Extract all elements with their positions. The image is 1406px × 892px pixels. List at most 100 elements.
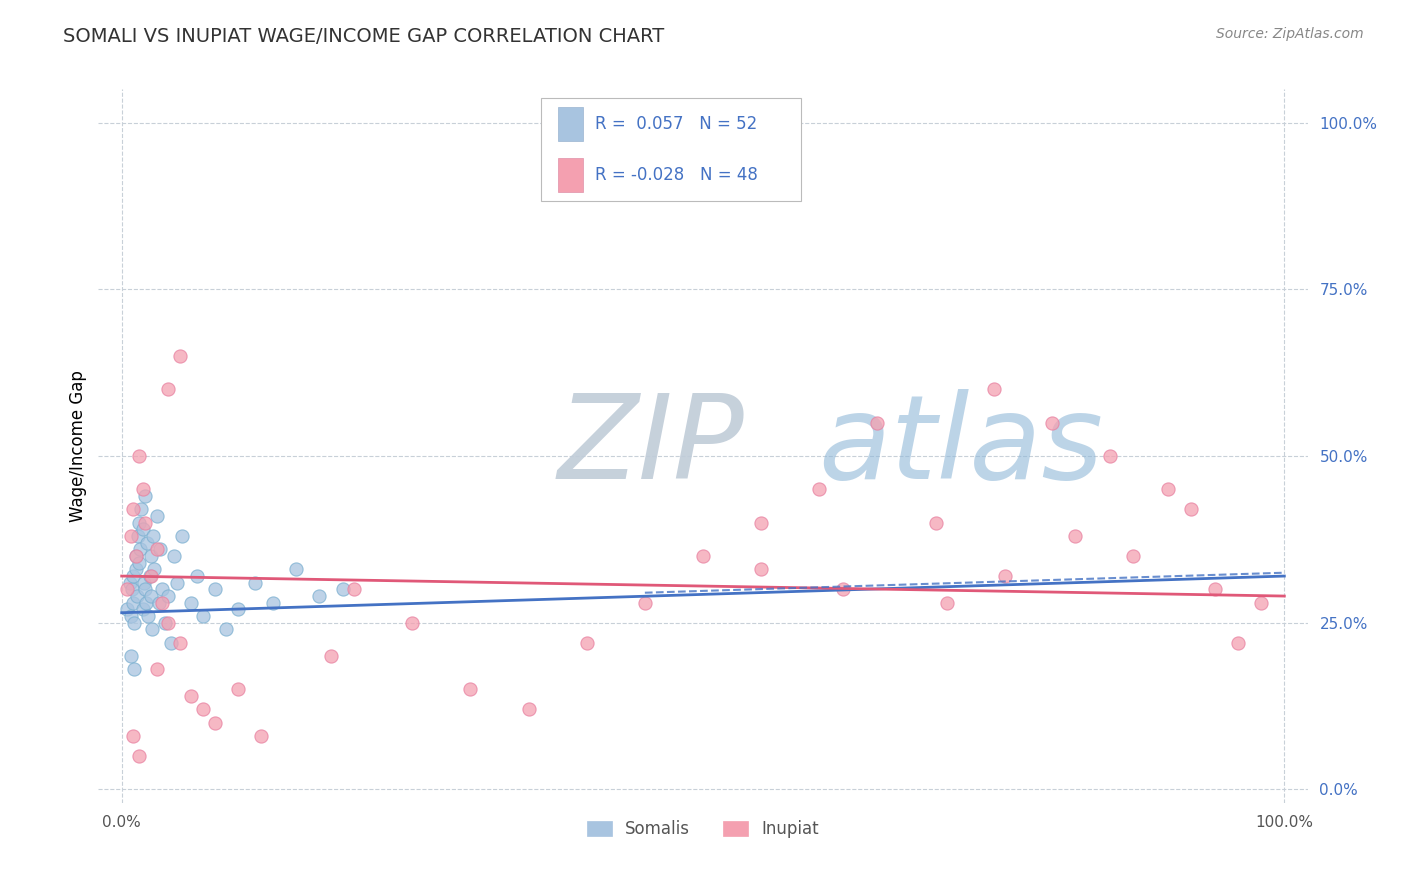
Point (120, 649, 142, 664)
Point (134, 489, 156, 503)
Point (163, 549, 186, 563)
Point (124, 549, 146, 563)
Point (401, 615, 423, 630)
Point (127, 529, 149, 543)
Point (172, 529, 194, 543)
Point (169, 636, 191, 650)
Point (245, 575, 267, 590)
Point (180, 596, 202, 610)
Point (153, 615, 176, 630)
Point (460, 682, 482, 697)
Point (186, 569, 208, 583)
Point (517, 702, 540, 716)
Point (936, 596, 959, 610)
Point (692, 549, 714, 563)
Point (122, 596, 145, 610)
Legend: Somalis, Inupiat: Somalis, Inupiat (581, 814, 825, 845)
Point (866, 416, 889, 430)
Point (150, 596, 173, 610)
Point (204, 582, 226, 597)
Point (124, 662, 146, 676)
Point (139, 569, 162, 583)
Point (191, 609, 214, 624)
Point (749, 516, 772, 530)
Point (122, 569, 145, 583)
Point (117, 602, 139, 616)
Point (215, 623, 238, 637)
Point (157, 615, 180, 630)
Point (204, 715, 226, 730)
Point (138, 609, 160, 624)
Point (145, 509, 167, 524)
Text: R =  0.057   N = 52: R = 0.057 N = 52 (595, 115, 756, 133)
Point (143, 562, 166, 576)
Point (131, 602, 153, 616)
Point (343, 582, 366, 597)
Text: atlas: atlas (818, 389, 1102, 503)
Point (124, 549, 146, 563)
Point (131, 483, 153, 497)
Point (129, 542, 152, 557)
Point (132, 575, 155, 590)
Point (831, 582, 853, 597)
Point (180, 689, 202, 703)
Point (135, 596, 157, 610)
Point (1226, 636, 1249, 650)
Point (1180, 502, 1202, 516)
Point (124, 562, 146, 576)
Point (1250, 596, 1272, 610)
Point (138, 569, 160, 583)
Point (191, 702, 214, 716)
Point (136, 535, 159, 549)
Point (128, 556, 150, 570)
Point (226, 682, 249, 697)
Point (139, 589, 162, 603)
Point (131, 522, 153, 536)
Point (121, 582, 143, 597)
Point (128, 449, 150, 463)
Point (250, 729, 273, 743)
Point (749, 562, 772, 576)
Point (1040, 416, 1063, 430)
Point (159, 636, 181, 650)
Y-axis label: Wage/Income Gap: Wage/Income Gap (69, 370, 87, 522)
Point (319, 649, 342, 664)
Point (122, 729, 145, 743)
Point (308, 589, 330, 603)
Point (983, 382, 1005, 396)
Text: ZIP: ZIP (558, 389, 745, 503)
Point (924, 516, 946, 530)
Point (1098, 449, 1121, 463)
Point (120, 529, 142, 543)
Point (141, 623, 163, 637)
Text: SOMALI VS INUPIAT WAGE/INCOME GAP CORRELATION CHART: SOMALI VS INUPIAT WAGE/INCOME GAP CORREL… (63, 27, 665, 45)
Point (1204, 582, 1226, 597)
Point (125, 589, 148, 603)
Point (1064, 529, 1087, 543)
Point (134, 582, 156, 597)
Point (145, 542, 167, 557)
Point (157, 382, 180, 396)
Point (166, 575, 188, 590)
Point (285, 562, 308, 576)
Point (128, 516, 150, 530)
Point (142, 529, 165, 543)
Point (117, 582, 139, 597)
Point (634, 596, 657, 610)
Point (148, 596, 170, 610)
Point (226, 602, 249, 616)
Text: Source: ZipAtlas.com: Source: ZipAtlas.com (1216, 27, 1364, 41)
Point (128, 749, 150, 764)
Point (139, 549, 162, 563)
Point (157, 589, 180, 603)
Point (169, 349, 191, 363)
Point (150, 582, 173, 597)
Point (262, 596, 284, 610)
Point (118, 575, 141, 590)
Point (332, 582, 354, 597)
Point (145, 662, 167, 676)
Point (131, 502, 153, 516)
Point (124, 615, 146, 630)
Point (808, 483, 831, 497)
Point (994, 569, 1017, 583)
